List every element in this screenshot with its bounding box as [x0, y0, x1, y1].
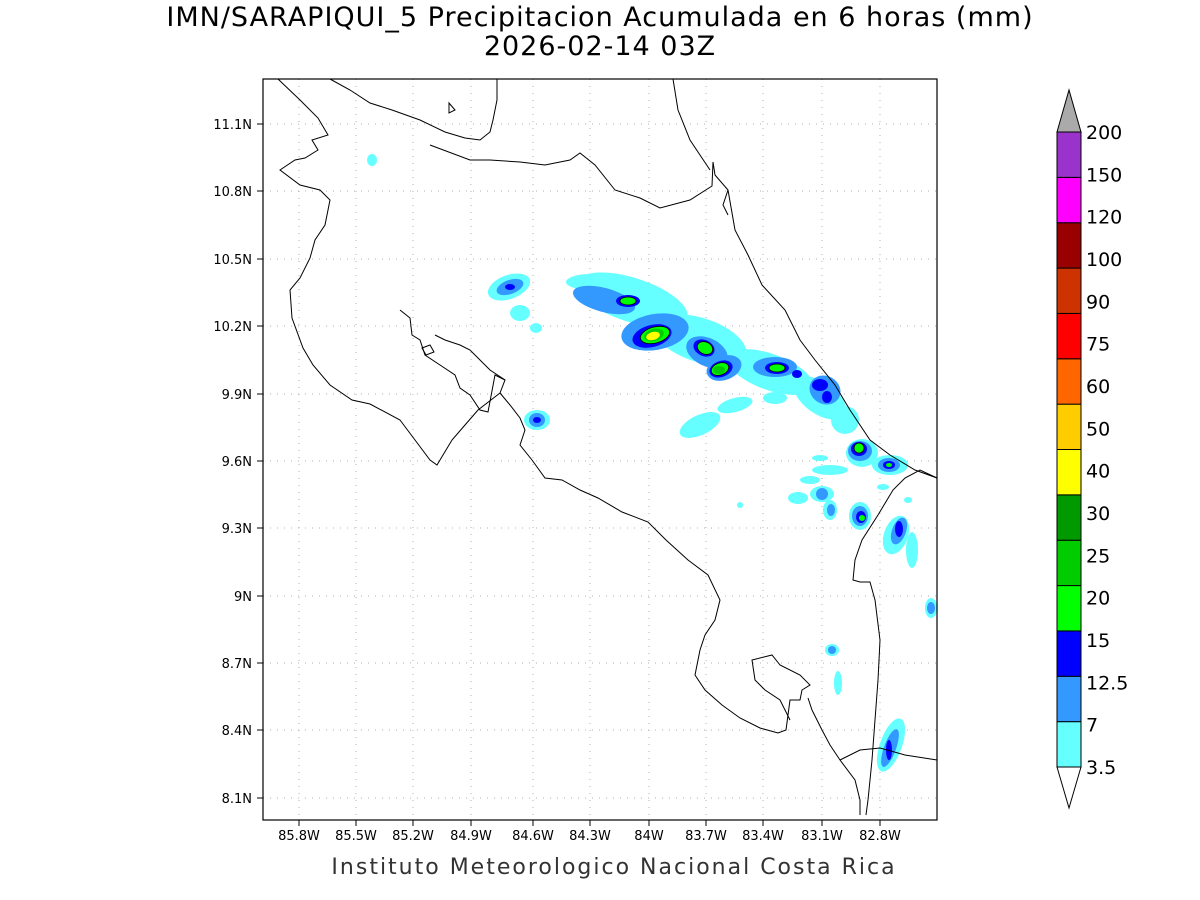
- map-title: IMN/SARAPIQUI_5 Precipitacion Acumulada …: [166, 2, 1034, 33]
- colorbar-swatch: [1056, 267, 1082, 314]
- colorbar-swatch: [1056, 131, 1082, 178]
- y-tick-label: 10.5N: [213, 253, 252, 268]
- colorbar-swatch: [1056, 675, 1082, 723]
- y-tick-label: 10.8N: [213, 185, 252, 200]
- colorbar-swatch: [1056, 539, 1082, 587]
- colorbar-level-label: 3.5: [1086, 757, 1116, 779]
- y-tick-label: 8.1N: [222, 792, 252, 807]
- x-tick-label: 83.4W: [742, 829, 784, 844]
- x-tick-label: 84.9W: [450, 829, 492, 844]
- x-tick-label: 83.7W: [685, 829, 727, 844]
- colorbar-level-label: 15: [1086, 630, 1110, 652]
- x-tick-label: 84.6W: [512, 829, 554, 844]
- colorbar-level-label: 100: [1086, 249, 1122, 271]
- y-tick-label: 8.4N: [222, 724, 252, 739]
- colorbar-swatch: [1056, 358, 1082, 405]
- footer-credit: Instituto Meteorologico Nacional Costa R…: [331, 855, 897, 880]
- map-grid: [263, 79, 937, 820]
- y-tick-label: 8.7N: [222, 657, 252, 672]
- map-frame: [262, 78, 938, 821]
- colorbar-level-label: 60: [1086, 376, 1110, 398]
- colorbar-level-label: 25: [1086, 545, 1110, 567]
- colorbar-swatch: [1056, 721, 1082, 768]
- y-tick-label: 10.2N: [213, 320, 252, 335]
- colorbar-level-label: 50: [1086, 418, 1110, 440]
- colorbar-level-label: 12.5: [1086, 672, 1128, 694]
- colorbar-level-label: 20: [1086, 588, 1110, 610]
- colorbar-level-label: 7: [1086, 715, 1098, 737]
- colorbar-swatch: [1056, 176, 1082, 224]
- y-tick-label: 9N: [234, 590, 252, 605]
- colorbar-level-label: 120: [1086, 207, 1122, 229]
- colorbar-level-label: 150: [1086, 164, 1122, 186]
- precipitation-field: [367, 154, 937, 772]
- y-tick-label: 9.9N: [222, 388, 252, 403]
- colorbar-level-label: 200: [1086, 122, 1122, 144]
- colorbar-swatch: [1056, 630, 1082, 677]
- colorbar-swatch: [1056, 312, 1082, 360]
- y-tick-label: 9.6N: [222, 455, 252, 470]
- colorbar-max-arrow: [1056, 88, 1082, 133]
- x-tick-label: 85.5W: [335, 829, 377, 844]
- colorbar: 3.5 7 12.5 15 20 25 30 40 50 60 75 90 100 120 150 200: [1056, 88, 1128, 810]
- colorbar-swatch: [1056, 222, 1082, 269]
- x-tick-label: 82.8W: [859, 829, 901, 844]
- map-valid-time: 2026-02-14 03Z: [483, 31, 717, 62]
- colorbar-level-label: 75: [1086, 334, 1110, 356]
- x-tick-label: 83.1W: [801, 829, 843, 844]
- x-tick-label: 84W: [634, 829, 664, 844]
- colorbar-level-label: 90: [1086, 291, 1110, 313]
- y-tick-label: 11.1N: [213, 118, 252, 133]
- x-tick-label: 84.3W: [569, 829, 611, 844]
- y-tick-label: 9.3N: [222, 522, 252, 537]
- coastline: [277, 78, 938, 816]
- x-tick-label: 85.2W: [392, 829, 434, 844]
- x-tick-label: 85.8W: [278, 829, 320, 844]
- colorbar-swatch: [1056, 449, 1082, 496]
- colorbar-swatch: [1056, 494, 1082, 541]
- colorbar-swatch: [1056, 585, 1082, 632]
- colorbar-level-label: 30: [1086, 503, 1110, 525]
- colorbar-min-arrow: [1056, 766, 1082, 810]
- colorbar-swatch: [1056, 403, 1082, 450]
- colorbar-level-label: 40: [1086, 461, 1110, 483]
